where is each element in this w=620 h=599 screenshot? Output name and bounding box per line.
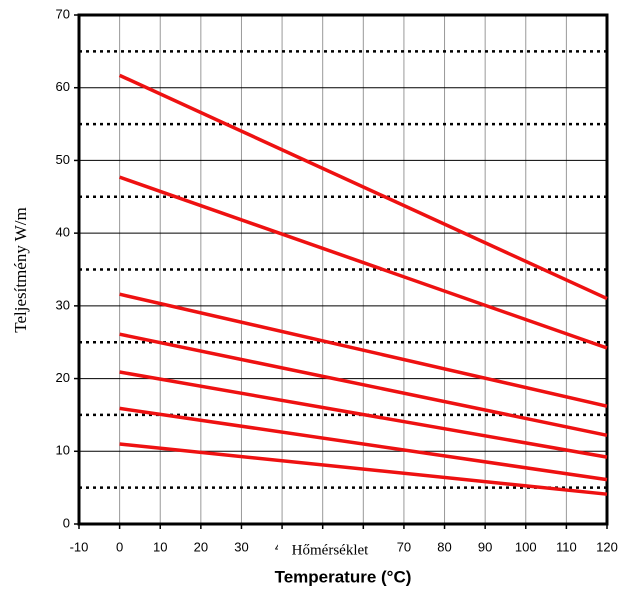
y-tick-label: 40 [56,225,70,240]
annotation-bg [278,541,382,561]
x-axis-title: Temperature (°C) [275,567,412,586]
x-tick-label: 70 [397,539,411,554]
y-axis-title: Teljesítmény W/m [11,207,30,333]
line [119,292,608,408]
y-tick-label: 0 [63,515,70,530]
x-tick-label: 110 [556,539,577,554]
x-tick-label: 30 [234,539,248,554]
x-tick-label: 10 [153,539,167,554]
y-tick-label: 50 [56,152,70,167]
line [118,73,608,301]
line [119,332,608,438]
y-tick-label: 70 [56,6,70,21]
y-tick-label: 10 [56,443,70,458]
x-tick-label: 100 [515,539,537,554]
annotation: Hőmérséklet [292,542,369,558]
plot-frame [77,13,609,526]
y-tick-label: 60 [56,79,70,94]
y-tick-label: 20 [56,370,70,385]
x-tick-label: 0 [116,539,123,554]
line [119,406,608,482]
x-tick-label: 80 [437,539,451,554]
x-tick-label: -10 [70,539,89,554]
line [119,442,608,496]
x-tick-label: 20 [194,539,208,554]
x-tick-label: 90 [478,539,492,554]
x-tick-label: 120 [596,539,618,554]
line [119,175,608,350]
y-tick-label: 30 [56,297,70,312]
line [119,370,608,459]
